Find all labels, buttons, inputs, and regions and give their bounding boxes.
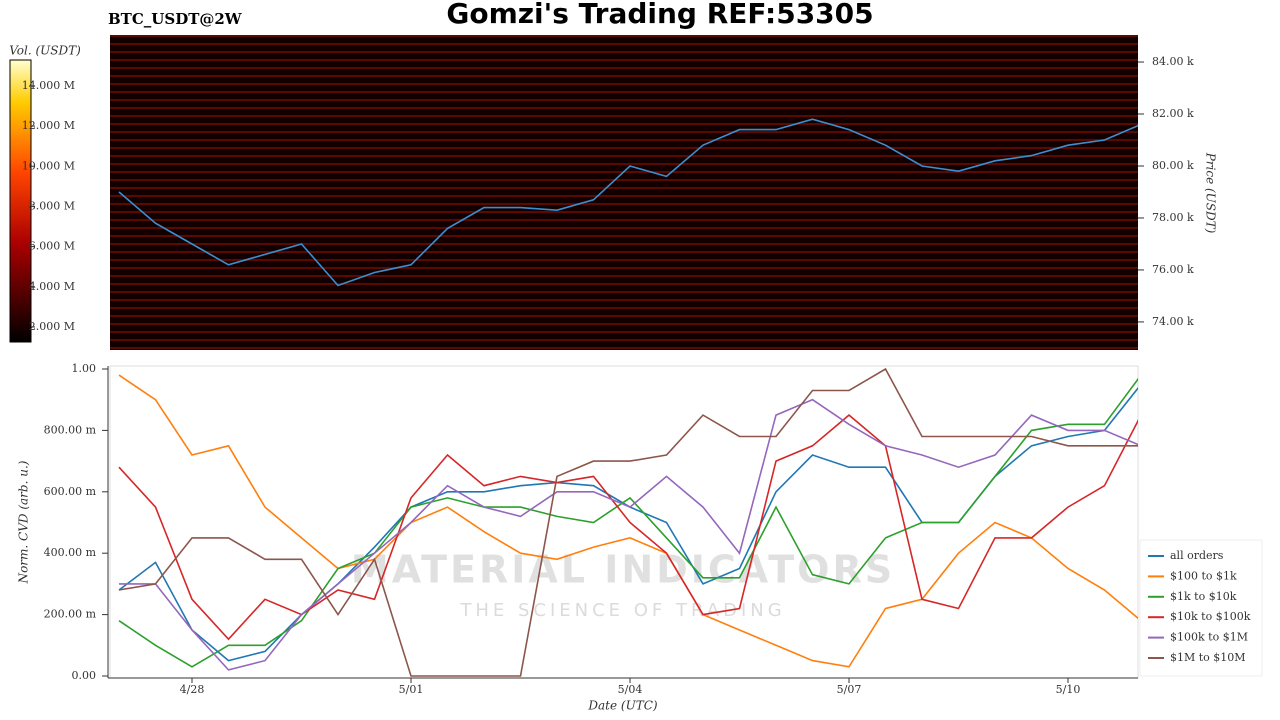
- colorbar-label: Vol. (USDT): [9, 44, 81, 58]
- colorbar: [9, 59, 32, 343]
- y-tick-label: 84.00 k: [1152, 55, 1194, 68]
- colorbar-tick-label: 4.000 M: [29, 280, 75, 293]
- x-axis-label: Date (UTC): [587, 699, 657, 713]
- y-tick-label: 600.00 m: [44, 485, 97, 498]
- legend: [1139, 539, 1263, 677]
- y-tick-label: 400.00 m: [44, 546, 97, 559]
- symbol: BTC_USDT@2W: [108, 10, 243, 28]
- colorbar-tick-label: 10.000 M: [22, 159, 75, 172]
- x-tick-label: 5/01: [399, 683, 424, 696]
- colorbar-tick-label: 8.000 M: [29, 199, 75, 212]
- legend-label: all orders: [1170, 549, 1224, 562]
- x-tick-label: 5/04: [618, 683, 643, 696]
- series-line: [118, 414, 1138, 641]
- y-tick-label: 82.00 k: [1152, 107, 1194, 120]
- y-tick-label: 80.00 k: [1152, 159, 1194, 172]
- y-tick-label: 74.00 k: [1152, 315, 1194, 328]
- y-axis-label: Price (USDT): [1204, 152, 1218, 234]
- x-tick-label: 5/10: [1056, 683, 1081, 696]
- series-line: [118, 118, 1138, 287]
- y-tick-label: 800.00 m: [44, 423, 97, 436]
- x-tick-label: 5/07: [837, 683, 862, 696]
- colorbar-tick-label: 6.000 M: [29, 240, 75, 253]
- series-line: [118, 367, 1138, 677]
- series-line: [118, 377, 1138, 668]
- heatmap: [110, 35, 1138, 350]
- legend-label: $1M to $10M: [1170, 651, 1246, 664]
- series-line: [119, 398, 1138, 671]
- colorbar-tick-label: 14.000 M: [22, 79, 75, 92]
- y-tick-label: 76.00 k: [1152, 263, 1194, 276]
- plot-area: [109, 365, 1139, 679]
- colorbar-tick-label: 2.000 M: [29, 320, 75, 333]
- y-tick-label: 0.00: [72, 669, 97, 682]
- title: Gomzi's Trading REF:53305: [446, 0, 873, 30]
- series-line: [118, 374, 1138, 668]
- legend-label: $1k to $10k: [1170, 590, 1237, 603]
- y-tick-label: 200.00 m: [44, 608, 97, 621]
- y-tick-label: 78.00 k: [1152, 211, 1194, 224]
- legend-label: $10k to $100k: [1170, 610, 1251, 623]
- watermark: MATERIAL INDICATORS: [351, 548, 895, 592]
- legend-label: $100 to $1k: [1170, 569, 1237, 582]
- y-axis-label: Norm. CVD (arb. u.): [17, 460, 31, 584]
- y-tick-label: 1.00: [72, 362, 97, 375]
- watermark: THE SCIENCE OF TRADING: [459, 600, 785, 621]
- x-tick-label: 4/28: [180, 683, 205, 696]
- colorbar-tick-label: 12.000 M: [22, 119, 75, 132]
- legend-label: $100k to $1M: [1170, 631, 1248, 644]
